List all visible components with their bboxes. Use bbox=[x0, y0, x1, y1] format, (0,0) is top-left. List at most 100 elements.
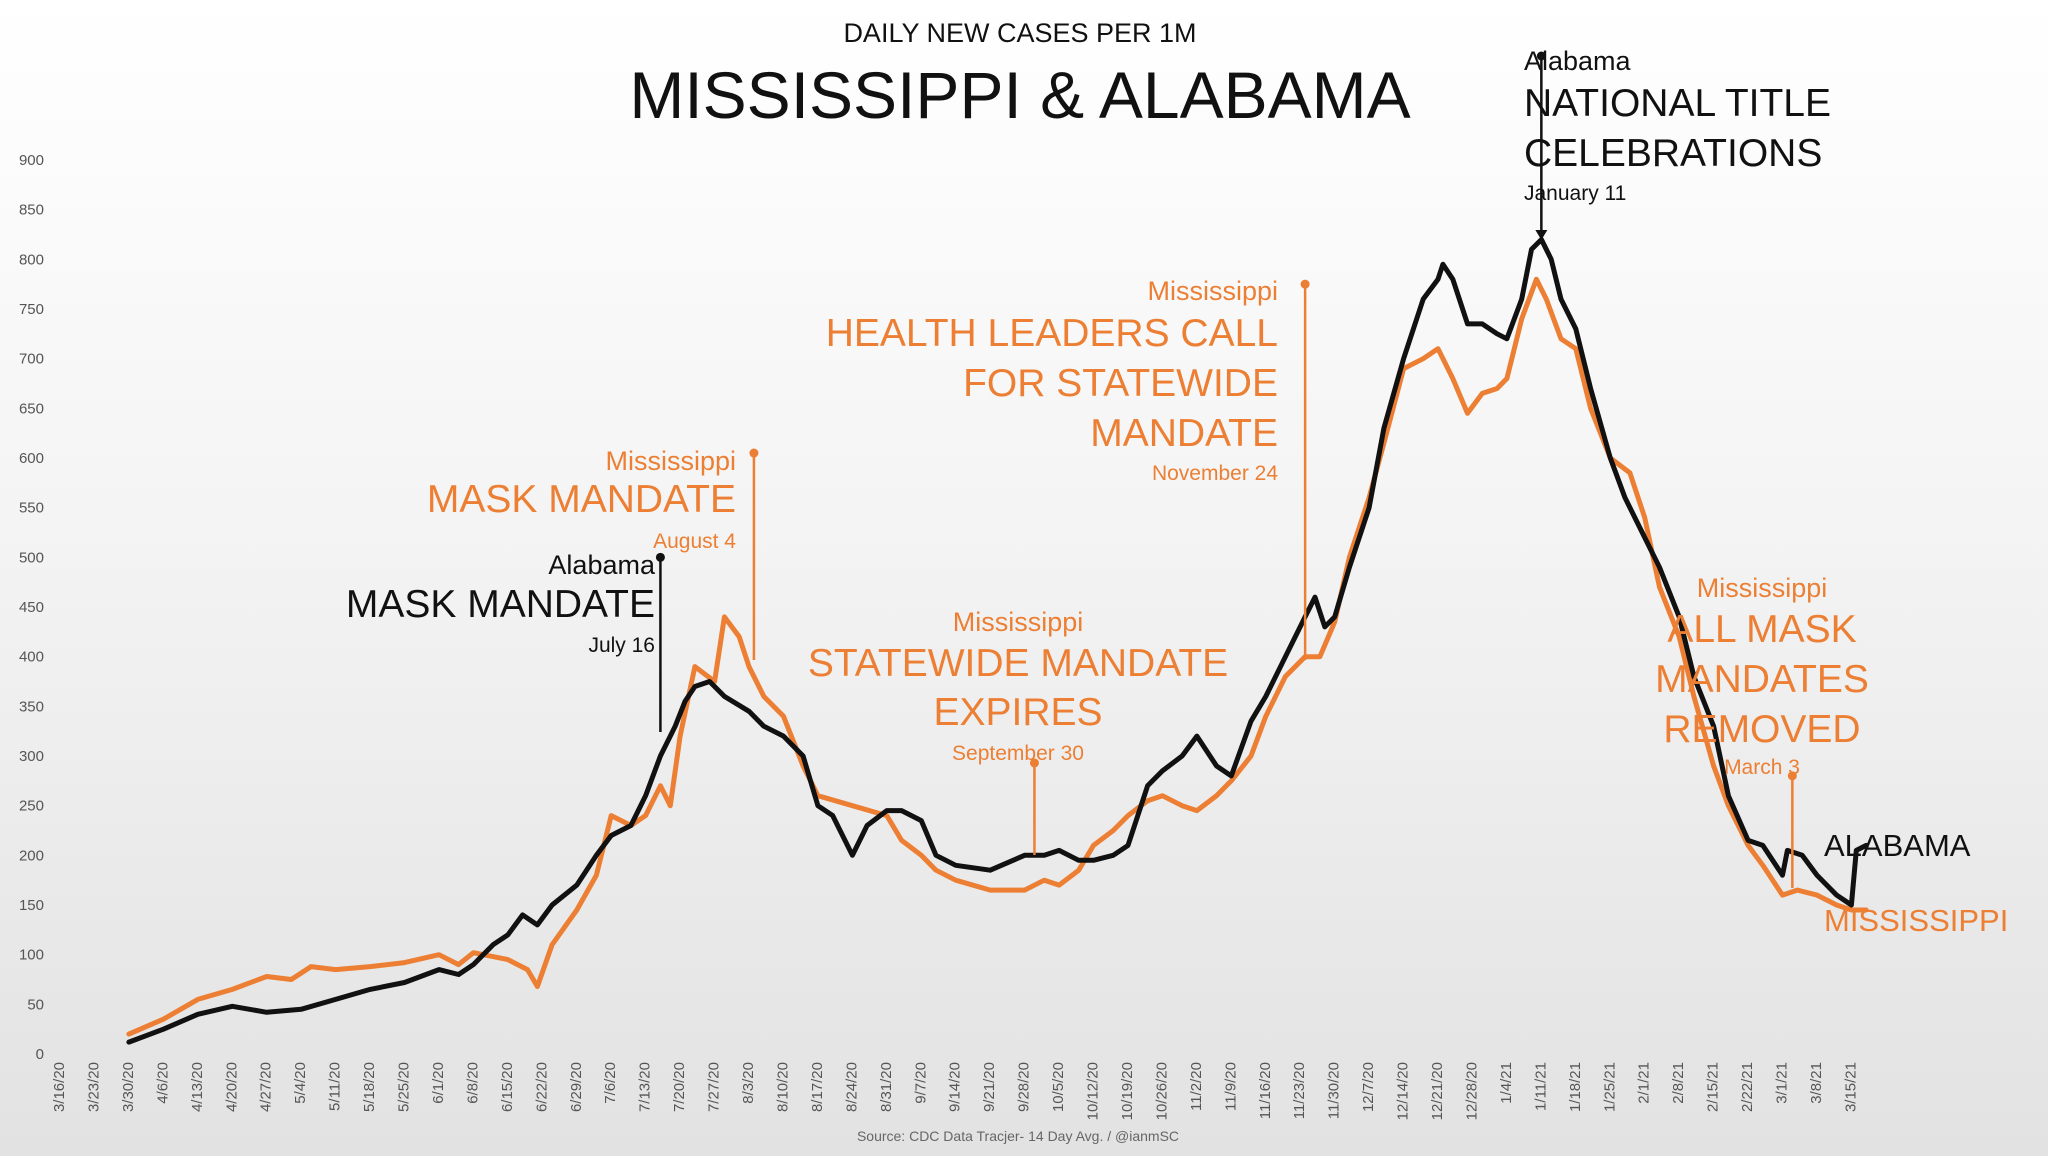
annotation-event-line: REMOVED bbox=[1663, 708, 1860, 751]
x-tick-label: 10/5/20 bbox=[1050, 1062, 1067, 1112]
x-tick-label: 11/16/20 bbox=[1257, 1062, 1274, 1119]
y-tick-label: 800 bbox=[19, 251, 44, 268]
x-tick-label: 9/21/20 bbox=[981, 1062, 998, 1112]
x-tick-label: 7/6/20 bbox=[602, 1062, 619, 1104]
annotation-event-line: STATEWIDE MANDATE bbox=[808, 642, 1228, 685]
x-tick-label: 3/15/21 bbox=[1842, 1062, 1859, 1112]
x-tick-label: 9/14/20 bbox=[947, 1062, 964, 1112]
annotation-event-line: HEALTH LEADERS CALL bbox=[826, 312, 1278, 355]
y-tick-label: 250 bbox=[19, 798, 44, 815]
annotation-dot bbox=[749, 448, 759, 458]
y-tick-label: 550 bbox=[19, 500, 44, 517]
x-tick-label: 3/16/20 bbox=[51, 1062, 68, 1112]
source-note: Source: CDC Data Tracjer- 14 Day Avg. / … bbox=[857, 1128, 1179, 1144]
x-tick-label: 4/6/20 bbox=[154, 1062, 171, 1104]
x-tick-label: 8/24/20 bbox=[843, 1062, 860, 1112]
x-tick-label: 3/1/21 bbox=[1774, 1062, 1791, 1104]
x-tick-label: 2/22/21 bbox=[1739, 1062, 1756, 1112]
x-tick-label: 8/3/20 bbox=[740, 1062, 757, 1104]
x-tick-label: 12/14/20 bbox=[1395, 1062, 1412, 1120]
annotation-event-line: NATIONAL TITLE bbox=[1524, 82, 1831, 125]
chart-subtitle: DAILY NEW CASES PER 1M bbox=[843, 18, 1196, 48]
series-line-alabama bbox=[126, 237, 1869, 1045]
x-tick-label: 1/11/21 bbox=[1532, 1062, 1549, 1111]
x-tick-label: 8/31/20 bbox=[878, 1062, 895, 1112]
x-tick-label: 8/17/20 bbox=[809, 1062, 826, 1112]
annotation-ms-expire: Mississippi STATEWIDE MANDATE EXPIRES Septe… bbox=[808, 607, 1228, 855]
annotation-date: January 11 bbox=[1524, 182, 1626, 205]
annotation-event-line: FOR STATEWIDE bbox=[963, 362, 1278, 405]
x-tick-label: 9/7/20 bbox=[912, 1062, 929, 1104]
x-tick-label: 6/29/20 bbox=[568, 1062, 585, 1112]
y-tick-label: 100 bbox=[19, 947, 44, 964]
y-axis: 0 50 100 150 200 250 300 350 400 450 500 550 600 650 7… bbox=[19, 152, 44, 1063]
annotation-dot bbox=[655, 552, 665, 562]
x-tick-label: 5/25/20 bbox=[396, 1062, 413, 1112]
annotation-date: August 4 bbox=[653, 530, 736, 553]
x-tick-label: 2/1/21 bbox=[1636, 1062, 1653, 1104]
annotation-event-line: MANDATE bbox=[1090, 412, 1278, 455]
x-tick-label: 3/30/20 bbox=[120, 1062, 137, 1112]
x-tick-label: 6/22/20 bbox=[533, 1062, 550, 1112]
x-tick-label: 12/21/20 bbox=[1429, 1062, 1446, 1120]
annotation-state: Mississippi bbox=[1147, 276, 1278, 306]
x-tick-label: 3/23/20 bbox=[85, 1062, 102, 1112]
y-tick-label: 600 bbox=[19, 450, 44, 467]
x-tick-label: 4/27/20 bbox=[258, 1062, 275, 1112]
annotation-event-line: MASK MANDATE bbox=[427, 478, 736, 521]
x-tick-label: 7/13/20 bbox=[637, 1062, 654, 1112]
x-tick-label: 1/4/21 bbox=[1498, 1062, 1515, 1104]
annotation-date: November 24 bbox=[1152, 462, 1278, 485]
annotation-dot bbox=[1300, 279, 1310, 289]
y-tick-label: 850 bbox=[19, 202, 44, 219]
y-tick-label: 500 bbox=[19, 549, 44, 566]
annotation-state: Alabama bbox=[1524, 46, 1632, 76]
x-tick-label: 7/20/20 bbox=[671, 1062, 688, 1112]
annotation-event-line: MANDATES bbox=[1655, 658, 1869, 701]
annotation-dot bbox=[1536, 51, 1546, 61]
y-tick-label: 400 bbox=[19, 649, 44, 666]
y-tick-label: 0 bbox=[36, 1046, 44, 1063]
x-tick-label: 3/8/21 bbox=[1808, 1062, 1825, 1104]
y-tick-label: 700 bbox=[19, 351, 44, 368]
x-tick-label: 11/9/20 bbox=[1222, 1062, 1239, 1111]
y-tick-label: 200 bbox=[19, 847, 44, 864]
x-tick-label: 10/12/20 bbox=[1085, 1062, 1102, 1120]
x-tick-label: 6/1/20 bbox=[430, 1062, 447, 1104]
y-tick-label: 150 bbox=[19, 897, 44, 914]
x-tick-label: 12/7/20 bbox=[1360, 1062, 1377, 1112]
x-tick-label: 5/18/20 bbox=[361, 1062, 378, 1112]
y-tick-label: 650 bbox=[19, 400, 44, 417]
annotation-event-line: EXPIRES bbox=[933, 691, 1102, 734]
y-tick-label: 450 bbox=[19, 599, 44, 616]
x-tick-label: 11/30/20 bbox=[1326, 1062, 1343, 1119]
x-tick-label: 10/19/20 bbox=[1119, 1062, 1136, 1120]
annotation-event-line: MASK MANDATE bbox=[346, 583, 655, 626]
x-tick-label: 4/20/20 bbox=[223, 1062, 240, 1112]
x-tick-label: 5/11/20 bbox=[327, 1062, 344, 1111]
annotation-state: Mississippi bbox=[953, 607, 1084, 637]
annotation-date: September 30 bbox=[952, 742, 1084, 765]
annotation-event-line: ALL MASK bbox=[1667, 608, 1856, 651]
x-tick-label: 10/26/20 bbox=[1153, 1062, 1170, 1120]
x-tick-label: 11/23/20 bbox=[1291, 1062, 1308, 1119]
annotation-ms-health: Mississippi HEALTH LEADERS CALL FOR STATEW… bbox=[826, 276, 1310, 660]
annotation-event-line: CELEBRATIONS bbox=[1524, 132, 1822, 175]
x-tick-label: 5/4/20 bbox=[292, 1062, 309, 1104]
annotation-state: Mississippi bbox=[605, 446, 736, 476]
y-tick-label: 750 bbox=[19, 301, 44, 318]
y-tick-label: 50 bbox=[27, 996, 44, 1013]
x-tick-label: 6/15/20 bbox=[499, 1062, 516, 1112]
annotation-arrowhead bbox=[1535, 230, 1548, 240]
x-tick-label: 6/8/20 bbox=[464, 1062, 481, 1104]
x-tick-label: 11/2/20 bbox=[1188, 1062, 1205, 1111]
y-tick-label: 300 bbox=[19, 748, 44, 765]
y-tick-label: 350 bbox=[19, 698, 44, 715]
annotation-date: July 16 bbox=[588, 634, 655, 657]
x-axis: 3/16/20 3/23/20 3/30/20 4/6/20 4/13/20 4/20/2… bbox=[51, 1062, 1859, 1120]
annotation-ms-remove: Mississippi ALL MASK MANDATES REMOVED March … bbox=[1655, 573, 1869, 888]
series-label-alabama: ALABAMA bbox=[1824, 828, 1971, 863]
